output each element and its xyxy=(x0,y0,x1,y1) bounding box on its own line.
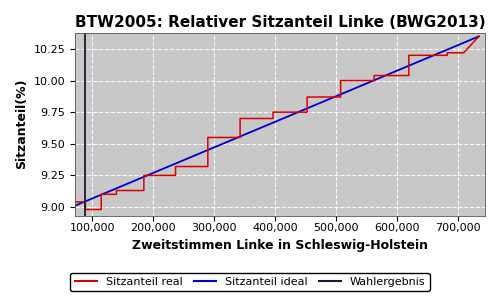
X-axis label: Zweitstimmen Linke in Schleswig-Holstein: Zweitstimmen Linke in Schleswig-Holstein xyxy=(132,239,428,252)
Legend: Sitzanteil real, Sitzanteil ideal, Wahlergebnis: Sitzanteil real, Sitzanteil ideal, Wahle… xyxy=(70,273,430,291)
Y-axis label: Sitzanteil(%): Sitzanteil(%) xyxy=(15,79,28,170)
Title: BTW2005: Relativer Sitzanteil Linke (BWG2013): BTW2005: Relativer Sitzanteil Linke (BWG… xyxy=(74,15,486,30)
